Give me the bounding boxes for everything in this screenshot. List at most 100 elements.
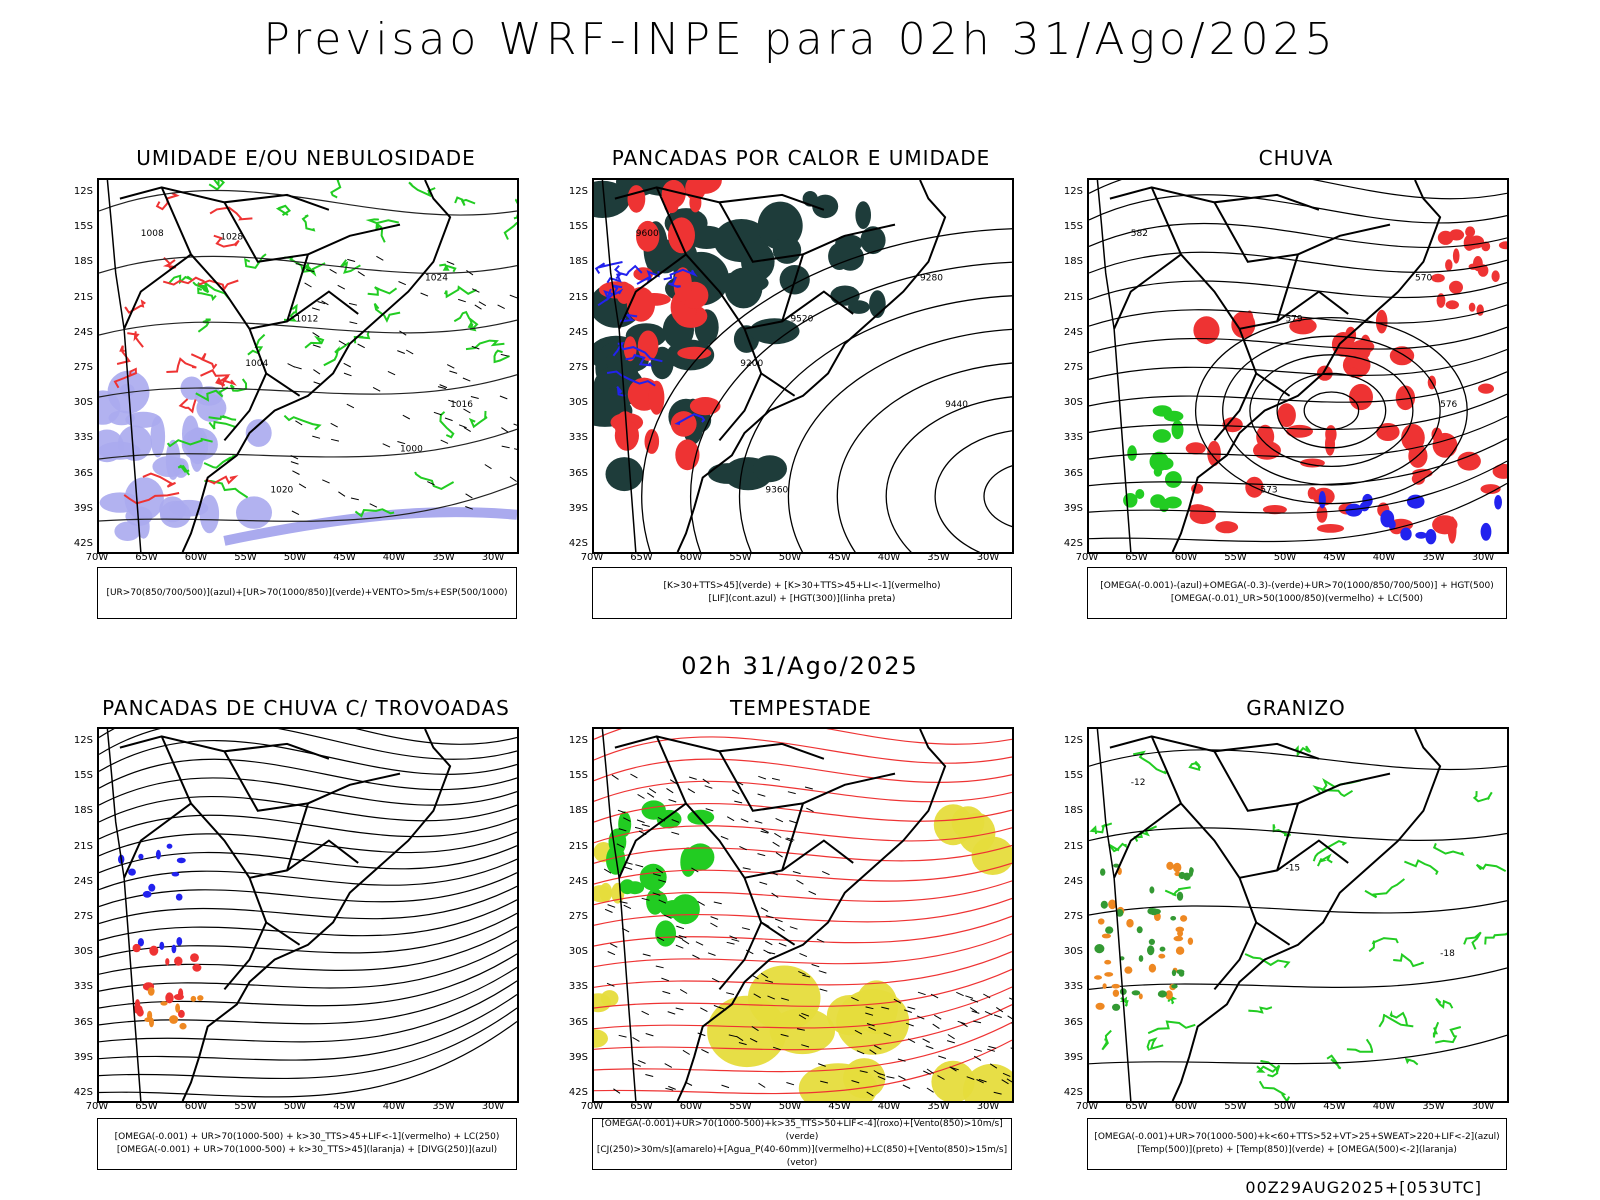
temp850-contour: [1346, 1038, 1374, 1053]
wind-vector: [883, 1032, 892, 1037]
temp500-contour: [1089, 827, 1507, 842]
wind-vector: [497, 304, 505, 310]
temp850-contour: [1294, 745, 1312, 758]
low-center-contour: [1194, 316, 1468, 505]
lif-contour: [618, 343, 663, 363]
wind-vector: [947, 1034, 955, 1040]
wind-vector: [635, 864, 644, 868]
wind-vector: [976, 1079, 984, 1084]
latitude-tick: 27S: [568, 911, 588, 922]
wind-vector: [609, 943, 618, 948]
wind-vector: [907, 1006, 916, 1010]
hail-shade: [1149, 886, 1155, 894]
low-humidity-contour: [465, 339, 505, 351]
wind-vector: [656, 936, 665, 942]
wind-vector: [738, 1042, 747, 1046]
wind-vector: [382, 443, 391, 448]
wind-vector: [993, 1091, 1002, 1095]
storm-shade: [165, 992, 174, 1004]
latitude-tick: 33S: [568, 432, 588, 444]
latitude-tick: 42S: [568, 1087, 588, 1098]
wind-vector: [757, 793, 766, 797]
map-canvas: [99, 729, 517, 1101]
wind-vector: [969, 1007, 978, 1013]
country-border: [743, 877, 796, 946]
wind-vector: [321, 300, 329, 306]
streamline-250: [99, 758, 517, 791]
wind-vector: [312, 332, 320, 338]
longitude-tick: 40W: [877, 552, 901, 563]
wind-vector: [322, 479, 330, 484]
country-border: [249, 290, 359, 330]
temp850-contour: [1132, 750, 1167, 775]
longitude-tick: 45W: [1323, 1101, 1346, 1112]
country-border: [223, 372, 268, 442]
low-humidity-contour: [323, 341, 350, 367]
wind-vector: [692, 954, 700, 960]
wind-vector: [500, 353, 509, 357]
omega-shade: [1431, 273, 1445, 283]
latitude-tick: 18S: [73, 256, 93, 268]
longitude-tick: 40W: [382, 552, 406, 563]
longitude-tick: 65W: [630, 552, 653, 563]
wind-vector: [916, 1015, 925, 1020]
ur-shade: [1152, 405, 1172, 417]
page-title: Previsao WRF-INPE para 02h 31/Ago/2025: [263, 14, 1337, 65]
map-canvas: 1008 1012 1016 1020 1024 1004 1000 1028: [99, 180, 517, 552]
wind-vector: [611, 774, 619, 780]
omega-shade: [1432, 515, 1458, 535]
wind-vector: [681, 939, 690, 945]
wind-vector: [295, 420, 303, 426]
hail-shade: [1131, 990, 1141, 996]
panel-title: TEMPESTADE: [730, 696, 872, 720]
lif-contour: [606, 265, 623, 284]
hail-shade: [1189, 867, 1194, 877]
wind850-shade: [618, 811, 632, 837]
wind-vector: [865, 1006, 874, 1010]
wind-vector: [801, 1012, 810, 1017]
omega500-shade: [1095, 1002, 1105, 1010]
streamline-850: [594, 729, 1012, 745]
wind-vector: [618, 1034, 627, 1038]
omega500-shade: [1101, 933, 1111, 939]
wind-vector: [306, 269, 315, 273]
wind-vector: [922, 1038, 930, 1043]
divergence-shade: [176, 857, 186, 864]
temp850-contour: [1404, 859, 1439, 876]
wind-vector: [624, 866, 633, 870]
li-shade: [677, 346, 712, 360]
latitude-tick: 18S: [1063, 805, 1083, 817]
omega-weak-shade: [1425, 529, 1437, 545]
humidity-shade: [99, 390, 121, 425]
legend-line: [OMEGA(-0.01)_UR>50(1000/850)(vermelho) …: [1170, 594, 1424, 604]
legend-line: [OMEGA(-0.001) + UR>70(1000-500) + k>30_…: [116, 1145, 498, 1155]
wind-vector: [946, 1040, 955, 1044]
thickness-contour: [166, 357, 197, 373]
thickness-contour: [178, 398, 197, 414]
latitude-tick: 21S: [1063, 840, 1083, 852]
isobar: [99, 189, 517, 216]
wind-vector: [859, 1070, 868, 1073]
low-center-contour: [1276, 372, 1387, 449]
longitude-tick: 65W: [1125, 1101, 1148, 1112]
omega500-shade: [1177, 930, 1184, 937]
wind-vector: [868, 1026, 877, 1031]
wind-vector: [704, 785, 713, 789]
longitude-tick: 55W: [729, 552, 752, 563]
wind-vector: [603, 868, 612, 874]
wind-vector: [630, 773, 638, 779]
wind-vector: [786, 1082, 795, 1086]
longitude-tick: 55W: [1224, 552, 1247, 563]
hgt-label: 9280: [920, 273, 943, 283]
omega500-shade: [1097, 918, 1105, 925]
wind-vector: [317, 301, 326, 305]
omega-shade: [1193, 316, 1220, 345]
forecast-map: -12 -15 -18: [1087, 727, 1509, 1103]
wind-vector: [760, 830, 769, 834]
pressure-label: 1012: [295, 314, 318, 324]
thickness-contour: [113, 367, 137, 389]
hail-shade: [1147, 945, 1155, 956]
wind-vector: [792, 871, 801, 875]
latitude-tick: 36S: [1063, 1016, 1083, 1028]
wind-vector: [499, 395, 508, 400]
